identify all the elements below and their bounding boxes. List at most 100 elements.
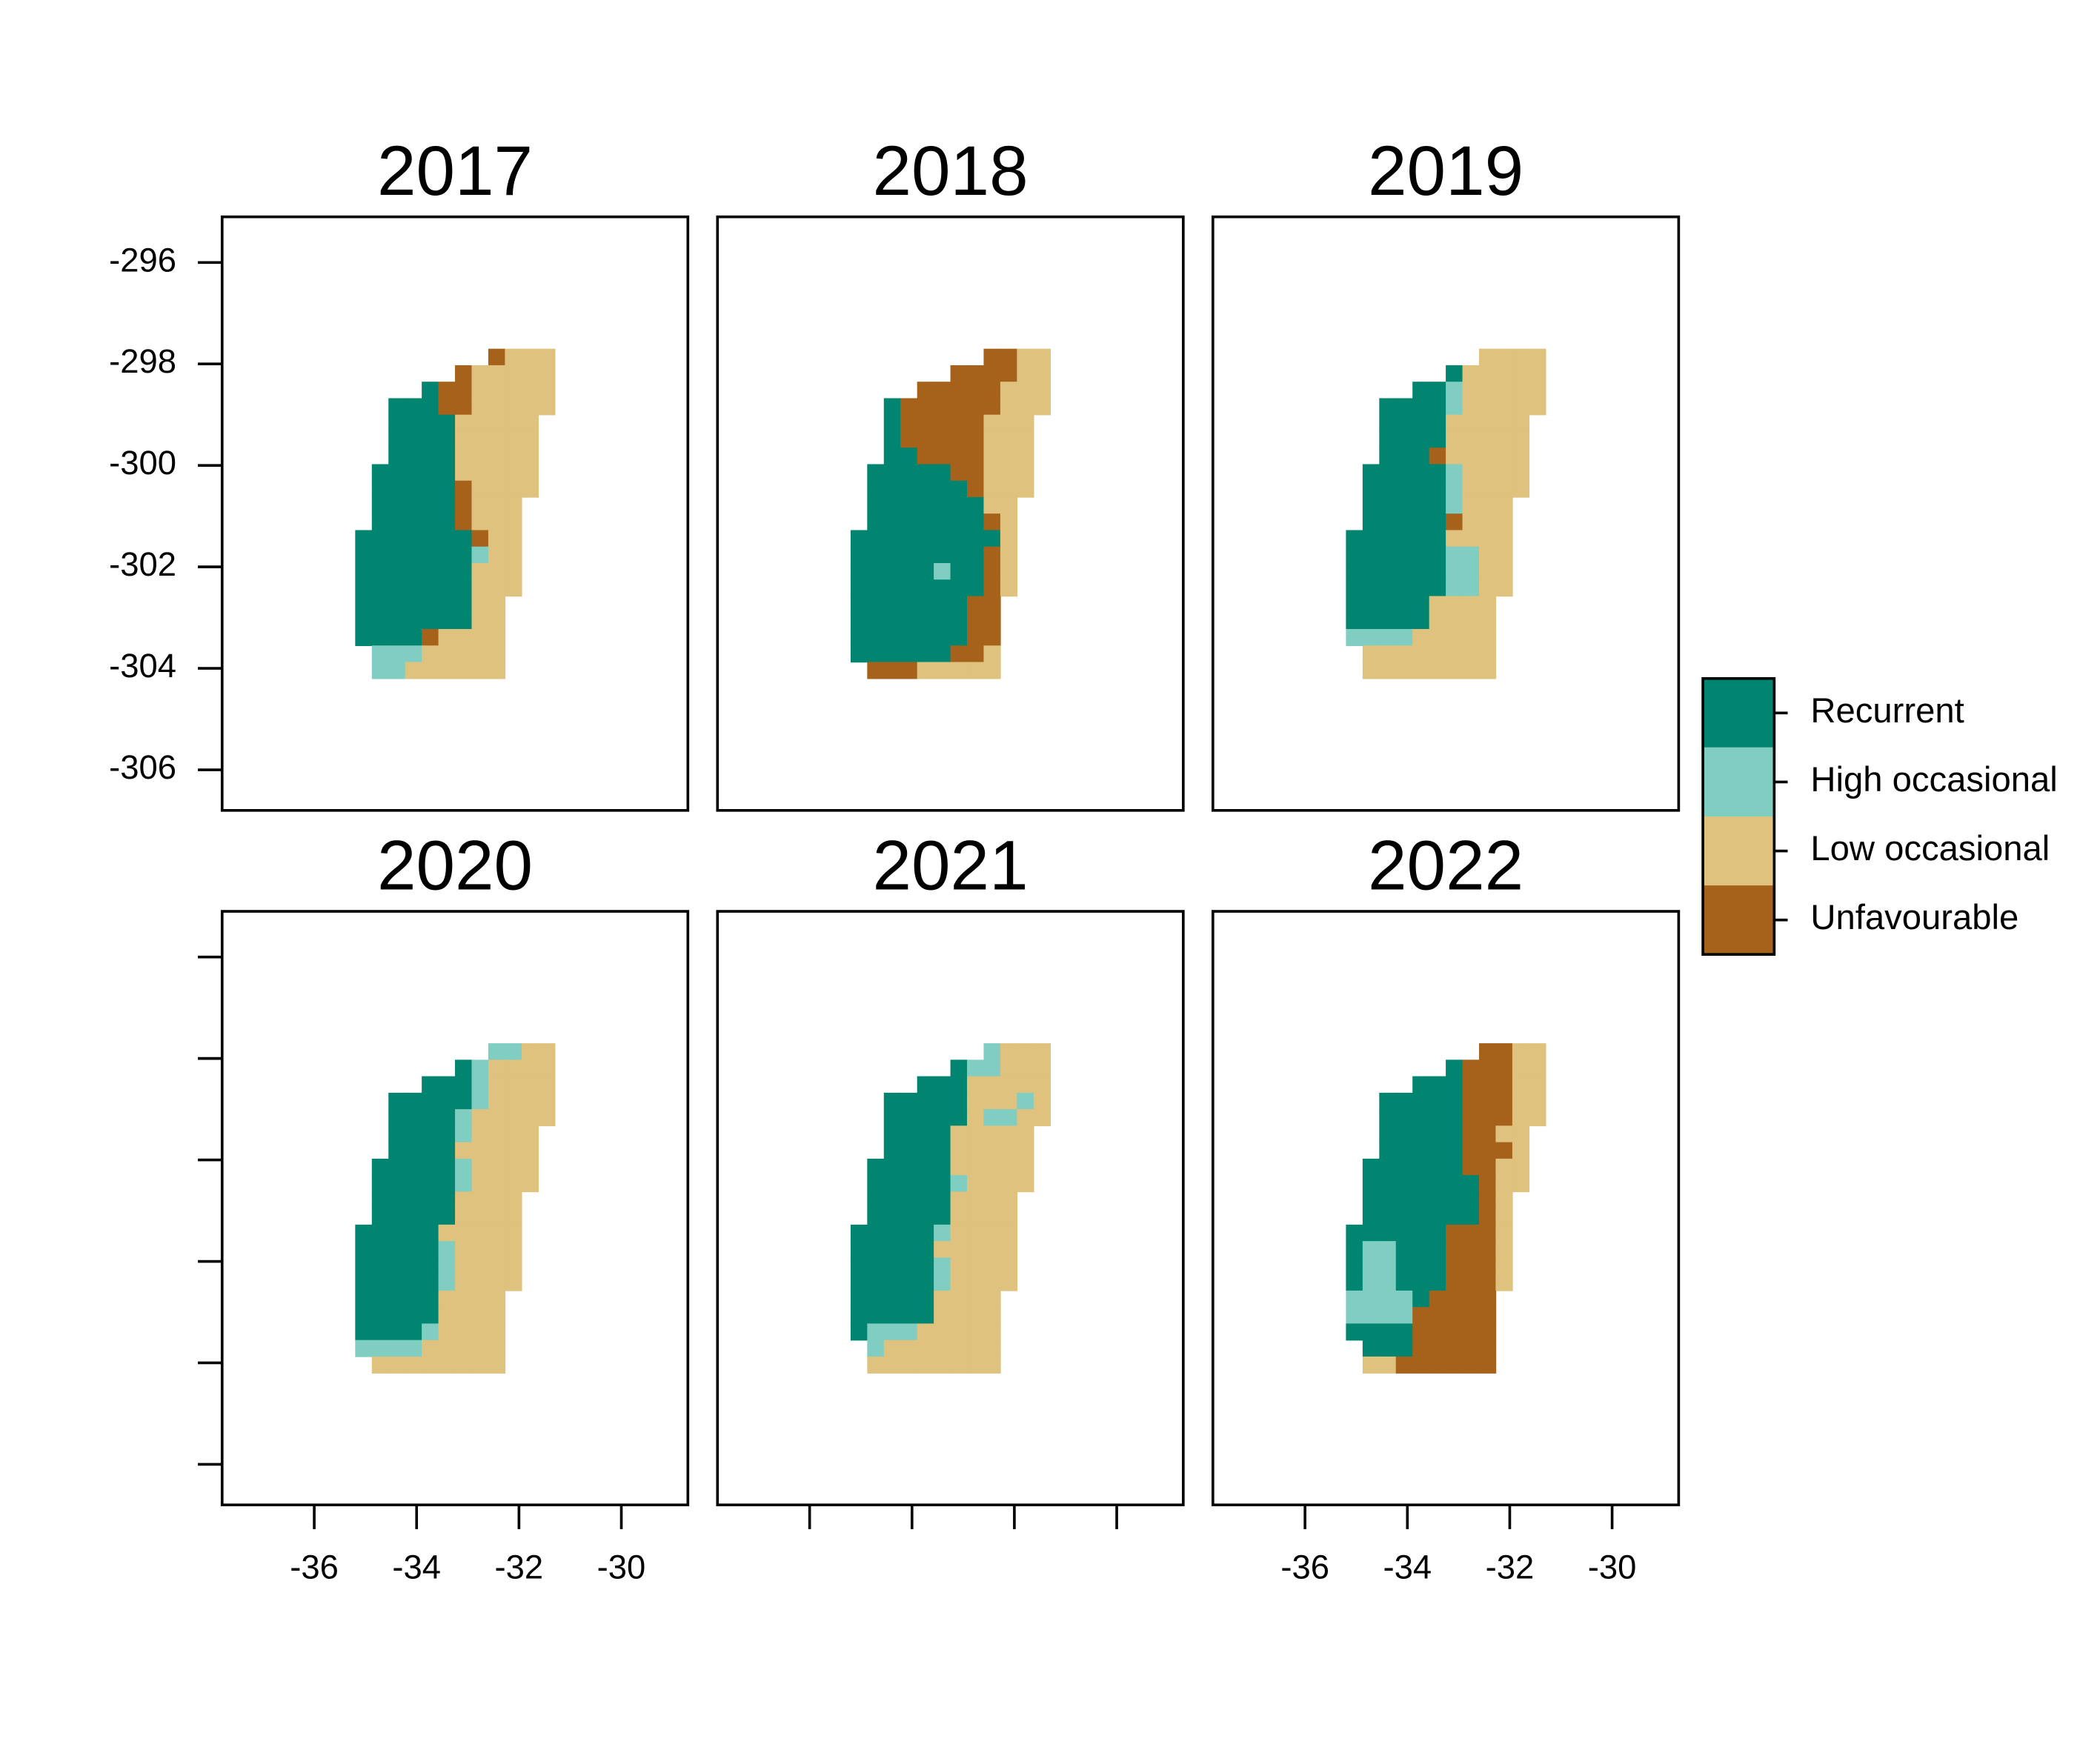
raster-cell [1495,579,1513,597]
raster-cell [1512,365,1530,382]
raster-cell [983,1290,1001,1308]
raster-cell [1429,562,1446,580]
raster-cell [471,1142,489,1160]
raster-cell [917,1307,934,1325]
raster-cell [867,1257,885,1275]
raster-cell [1412,513,1430,531]
raster-cell [917,1340,934,1357]
y-tick-label: -296 [109,241,176,279]
y-tick-label: -302 [109,545,176,583]
raster-cell [471,1274,489,1291]
raster-cell [1462,662,1480,679]
raster-cell [1462,562,1480,580]
raster-cell [867,1224,885,1242]
raster-cell [422,596,439,613]
raster-cell [1033,1043,1051,1061]
raster-cell [967,448,985,465]
raster-cell [388,530,406,548]
raster-cell [950,1109,968,1127]
raster-cell [1495,513,1513,531]
raster-cell [488,1109,506,1127]
raster-cell [1462,629,1480,646]
raster-cell [850,1224,868,1242]
raster-cell [934,546,951,564]
raster-cell [1446,562,1463,580]
raster-cell [455,1142,473,1160]
raster-cell [405,1142,422,1160]
raster-cell [388,1307,406,1325]
raster-cell [505,464,522,482]
raster-cell [422,662,439,679]
raster-cell [488,1059,506,1077]
legend-label: High occasional [1810,760,2057,799]
raster-cell [1379,448,1397,465]
raster-cell [1429,1257,1446,1275]
raster-cell [1412,1224,1430,1242]
raster-cell [950,1092,968,1110]
raster-cell [1495,1208,1513,1225]
raster-cell [455,1356,473,1374]
raster-cell [1529,1059,1546,1077]
raster-cell [455,1208,473,1225]
raster-cell [1000,496,1018,514]
raster-cell [1412,430,1430,448]
raster-cell [1446,513,1463,531]
legend-swatch [1703,678,1775,748]
raster-cell [1529,365,1546,382]
raster-cell [934,1356,951,1374]
raster-cell [521,1175,539,1193]
raster-cell [934,414,951,432]
raster-cell [1462,579,1480,597]
raster-cell [455,562,473,580]
raster-cell [1379,645,1397,663]
raster-cell [1429,645,1446,663]
raster-cell [1362,1241,1380,1259]
raster-cell [505,513,522,531]
raster-cell [1379,1356,1397,1374]
raster-cell [1395,480,1413,498]
raster-cell [455,1307,473,1325]
legend-label: Recurrent [1810,691,1964,731]
raster-cell [521,1076,539,1094]
raster-cell [505,1142,522,1160]
raster-cell [521,1043,539,1061]
raster-cell [1429,612,1446,630]
raster-cell [883,448,901,465]
raster-cell [967,398,985,416]
raster-cell [488,629,506,646]
raster-cell [883,1092,901,1110]
raster-cell [917,1142,934,1160]
raster-cell [521,398,539,416]
raster-cell [505,1158,522,1176]
raster-cell [1379,562,1397,580]
raster-cell [983,1224,1001,1242]
raster-cell [1000,1158,1018,1176]
raster-cell [1478,1142,1497,1160]
raster-cell [1412,398,1430,416]
raster-cell [405,1274,422,1291]
raster-cell [388,612,406,630]
x-tick-label: -30 [597,1548,646,1586]
raster-cell [1362,1290,1380,1308]
raster-cell [388,546,406,564]
raster-cell [1379,414,1397,432]
raster-cell [1478,1191,1497,1209]
raster-cell [1478,579,1497,597]
raster-cell [1478,596,1497,613]
raster-cell [1379,1257,1397,1275]
raster-cell [388,1356,406,1374]
raster-cell [1462,1059,1480,1077]
raster-cell [488,1356,506,1374]
raster-cell [1429,1109,1446,1127]
raster-cell [1362,1323,1380,1341]
raster-cell [1478,398,1497,416]
raster-cell [438,1092,456,1110]
raster-cell [1462,1323,1480,1341]
raster-cell [1379,1274,1397,1291]
raster-cell [1495,1076,1513,1094]
raster-cell [883,1191,901,1209]
raster-cell [488,1340,506,1357]
raster-cell [355,1307,373,1325]
raster-cell [1462,1092,1480,1110]
raster-cell [1346,1290,1363,1308]
